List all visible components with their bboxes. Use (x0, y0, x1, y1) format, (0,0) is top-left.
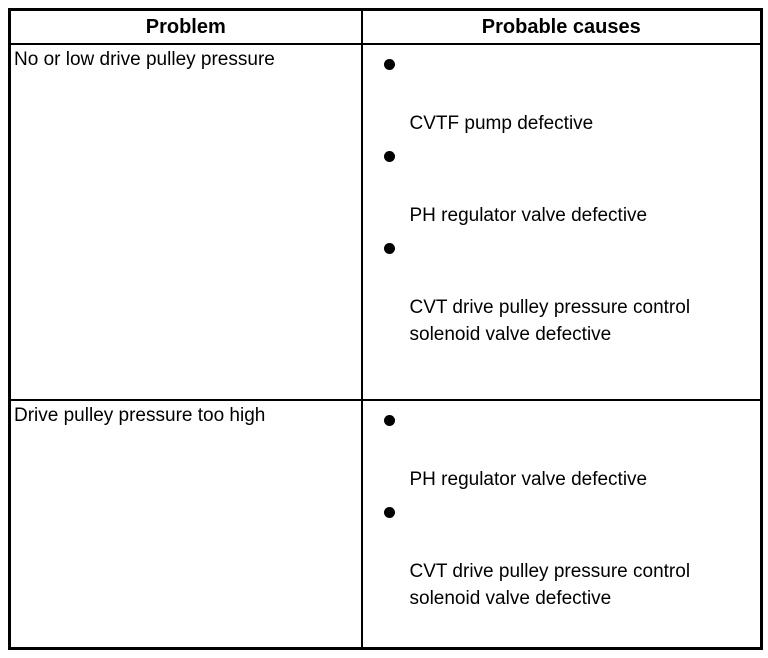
header-cell-problem: Problem (8, 8, 363, 45)
cause-text: CVT drive pulley pressure control soleno… (409, 560, 691, 609)
cause-text: PH regulator valve defective (409, 204, 648, 226)
cause-item: PH regulator valve defective (363, 414, 761, 493)
cause-item: PH regulator valve defective (363, 150, 761, 229)
causes-cell: CVTF pump defective PH regulator valve d… (360, 42, 763, 401)
cause-text: CVTF pump defective (409, 112, 594, 134)
bullet-icon (383, 506, 395, 518)
cause-text: PH regulator valve defective (409, 468, 648, 490)
table-row: No or low drive pulley pressure CVTF pum… (8, 42, 763, 401)
diagnostic-table: Problem Probable causes No or low drive … (8, 8, 763, 650)
problem-cell: No or low drive pulley pressure (8, 42, 363, 401)
cause-item: CVT drive pulley pressure control soleno… (363, 242, 761, 348)
cause-text: CVT drive pulley pressure control soleno… (409, 296, 691, 345)
causes-cell: PH regulator valve defective CVT drive p… (360, 398, 763, 650)
bullet-icon (383, 150, 395, 162)
header-cell-probable-causes: Probable causes (360, 8, 763, 45)
table-row: Drive pulley pressure too high PH regula… (8, 398, 763, 650)
bullet-icon (383, 242, 395, 254)
bullet-icon (383, 414, 395, 426)
cause-item: CVT drive pulley pressure control soleno… (363, 506, 761, 612)
problem-cell: Drive pulley pressure too high (8, 398, 363, 650)
cause-item: CVTF pump defective (363, 58, 761, 137)
bullet-icon (383, 58, 395, 70)
header-row: Problem Probable causes (8, 8, 763, 45)
